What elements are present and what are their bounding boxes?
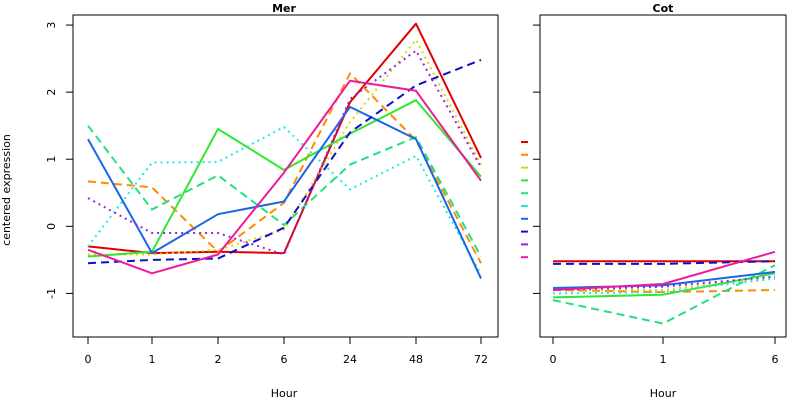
series-line-cot-2 (553, 275, 776, 291)
series-line-mer-0 (87, 22, 482, 255)
panel-mer: Mer 0 1 2 6 24 48 72 -1 0 1 2 3 Hour (45, 2, 499, 400)
y-tick-label-1: 0 (45, 223, 58, 230)
series-line-cot-5 (552, 277, 776, 295)
panel-title-mer: Mer (272, 2, 296, 15)
legend (521, 141, 528, 259)
x-tick-label-cot-1: 1 (660, 353, 667, 366)
plot-frame-mer (72, 14, 499, 338)
series-line-mer-1 (87, 72, 482, 264)
series-line-mer-7 (87, 58, 482, 265)
x-tick-label-mer-5: 48 (409, 353, 423, 366)
plot-area-cot: 0 1 6 (533, 24, 779, 366)
x-tick-label-mer-3: 6 (281, 353, 288, 366)
panel-title-cot: Cot (653, 2, 674, 15)
panel-cot: Cot 0 1 6 Hour (533, 2, 787, 400)
x-axis-label-mer: Hour (271, 387, 298, 400)
y-tick-label-4: 3 (45, 22, 58, 29)
series-line-cot-1 (552, 289, 776, 294)
series-line-mer-4 (87, 125, 482, 257)
series-line-mer-3 (87, 99, 482, 258)
series-line-mer-6 (87, 105, 482, 280)
y-tick-label-2: 1 (45, 156, 58, 163)
y-tick-label-0: -1 (45, 288, 58, 299)
x-tick-label-cot-2: 6 (772, 353, 779, 366)
series-line-cot-4 (552, 264, 776, 325)
series-line-mer-5 (87, 126, 482, 276)
y-axis-label: centered expression (0, 134, 13, 246)
x-tick-label-mer-2: 2 (215, 353, 222, 366)
plot-frame-cot (539, 14, 787, 338)
plot-area-mer: 0 1 2 6 24 48 72 -1 0 1 2 3 (45, 22, 488, 366)
x-tick-label-mer-6: 72 (474, 353, 488, 366)
x-tick-label-cot-0: 0 (550, 353, 557, 366)
x-tick-label-mer-1: 1 (149, 353, 156, 366)
series-line-cot-3 (552, 272, 776, 299)
x-axis-label-cot: Hour (650, 387, 677, 400)
x-tick-label-mer-4: 24 (343, 353, 357, 366)
series-line-cot-9 (552, 250, 776, 291)
series-line-mer-2 (88, 38, 482, 256)
series-line-mer-8 (87, 49, 482, 256)
x-tick-label-mer-0: 0 (85, 353, 92, 366)
y-tick-label-3: 2 (45, 89, 58, 96)
series-line-mer-9 (87, 79, 482, 275)
